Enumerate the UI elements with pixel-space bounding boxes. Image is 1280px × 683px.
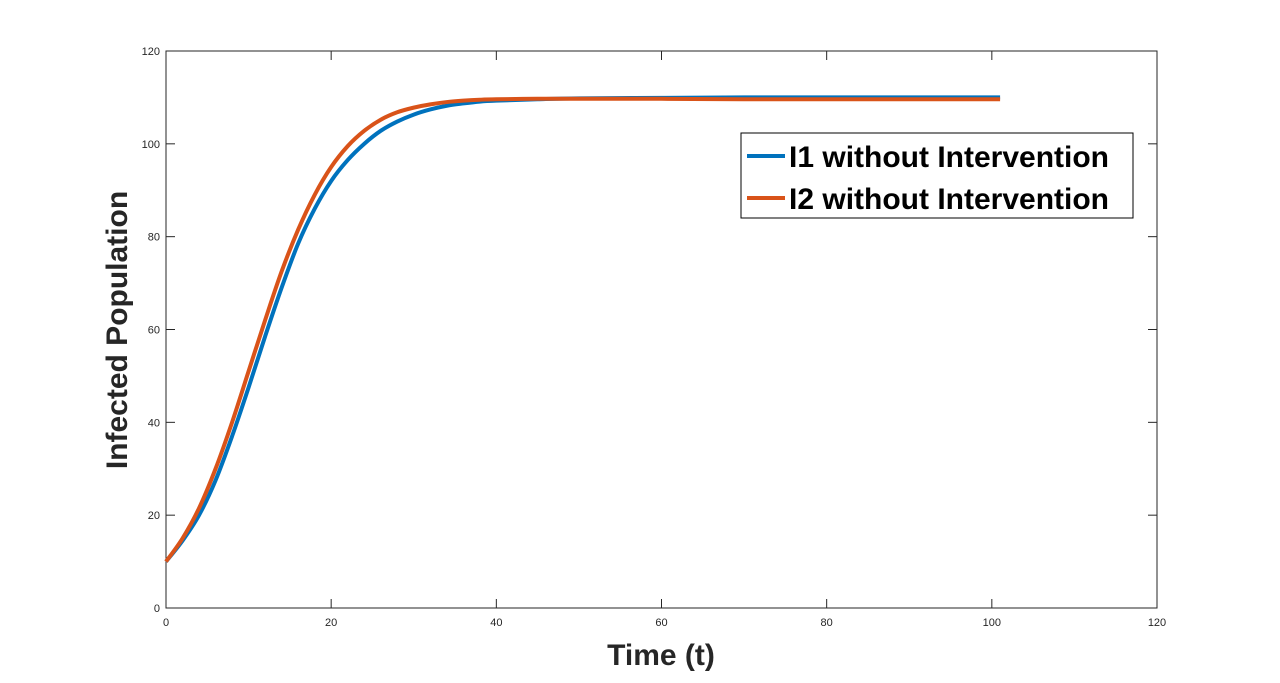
y-axis-title: Infected Population — [101, 191, 134, 469]
legend-label-i2: I2 without Intervention — [789, 183, 1109, 216]
y-tick-label: 0 — [154, 603, 160, 615]
y-axis-ticks: 0 20 40 60 80 100 120 — [142, 46, 1157, 615]
legend-label-i1: I1 without Intervention — [789, 141, 1109, 174]
y-tick-label: 80 — [148, 232, 160, 244]
x-tick-label: 20 — [325, 617, 337, 629]
series-lines — [164, 95, 1001, 563]
x-axis-ticks: 0 20 40 60 80 100 120 — [163, 51, 1166, 629]
x-tick-label: 120 — [1148, 617, 1166, 629]
y-tick-label: 60 — [148, 325, 160, 337]
x-tick-label: 60 — [655, 617, 667, 629]
x-tick-label: 40 — [490, 617, 502, 629]
x-axis-title: Time (t) — [607, 639, 715, 672]
legend-box — [740, 132, 1134, 219]
x-tick-label: 0 — [163, 617, 169, 629]
series-line-i2 — [164, 96, 1001, 563]
y-tick-label: 120 — [142, 46, 160, 58]
x-tick-label: 80 — [821, 617, 833, 629]
y-tick-label: 100 — [142, 139, 160, 151]
legend: I1 without Intervention I2 without Inter… — [740, 132, 1134, 219]
x-tick-label: 100 — [983, 617, 1001, 629]
y-tick-label: 20 — [148, 510, 160, 522]
y-tick-label: 40 — [148, 417, 160, 429]
